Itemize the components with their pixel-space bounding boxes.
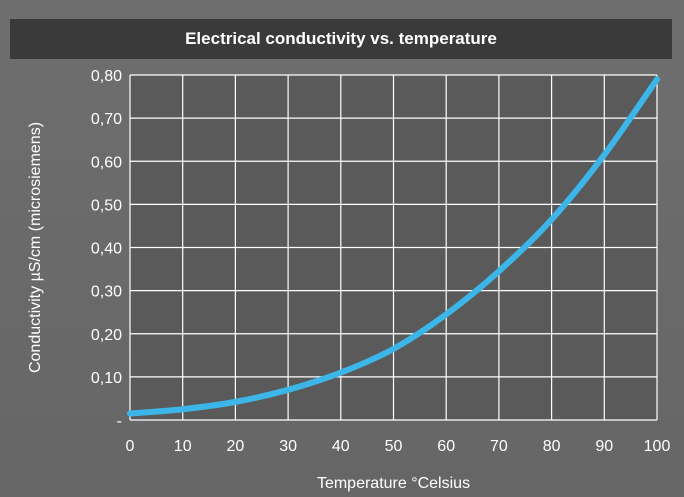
x-tick-label: 40 bbox=[332, 438, 350, 455]
x-tick-label: 60 bbox=[437, 438, 455, 455]
x-tick-label: 80 bbox=[543, 438, 561, 455]
x-tick-label: 10 bbox=[174, 438, 192, 455]
x-tick-label: 70 bbox=[490, 438, 508, 455]
chart-title: Electrical conductivity vs. temperature bbox=[10, 19, 672, 59]
y-tick-label: 0,10 bbox=[91, 370, 122, 387]
y-tick-label: 0,50 bbox=[91, 197, 122, 214]
y-tick-label: 0,20 bbox=[91, 327, 122, 344]
x-tick-label: 100 bbox=[644, 438, 671, 455]
y-tick-label: 0,30 bbox=[91, 284, 122, 301]
y-tick-label: 0,40 bbox=[91, 241, 122, 258]
x-tick-label: 90 bbox=[595, 438, 613, 455]
series-layer bbox=[127, 76, 660, 417]
x-axis-title: Temperature °Celsius bbox=[317, 475, 470, 492]
grid bbox=[129, 74, 658, 421]
y-tick-label: 0,60 bbox=[91, 154, 122, 171]
tick-labels: 0 10 20 30 40 50 60 70 80 90 100 - 0,10 0,20 0,30 0,40 0… bbox=[91, 68, 671, 455]
conductivity-series-line bbox=[127, 76, 660, 417]
y-axis-title: Conductivity µS/cm (microsiemens) bbox=[27, 122, 44, 373]
x-tick-label: 30 bbox=[279, 438, 297, 455]
y-tick-label: 0,80 bbox=[91, 68, 122, 85]
y-tick-label: 0,70 bbox=[91, 111, 122, 128]
x-tick-label: 20 bbox=[227, 438, 245, 455]
x-tick-label: 0 bbox=[126, 438, 135, 455]
y-tick-label: - bbox=[117, 413, 122, 430]
x-tick-label: 50 bbox=[385, 438, 403, 455]
